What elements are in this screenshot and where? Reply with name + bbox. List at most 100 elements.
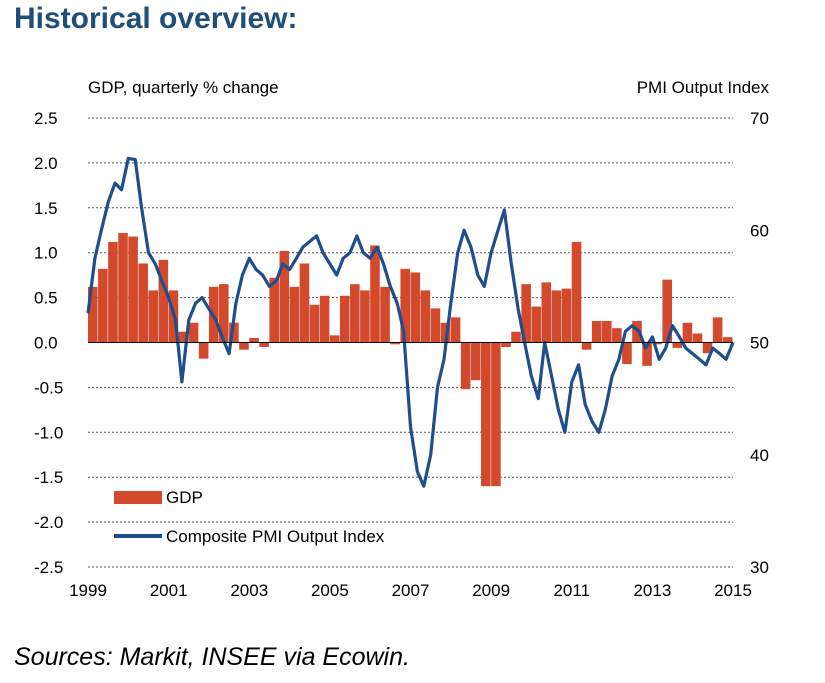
gdp-bar <box>118 232 128 343</box>
pmi-line-group <box>86 156 735 488</box>
right-tick-labels: 70 60 50 40 30 <box>750 109 769 577</box>
gdp-bar <box>521 284 531 343</box>
right-axis-label: PMI Output Index <box>637 78 770 97</box>
left-tick-label: -1.5 <box>34 468 63 487</box>
gdp-bar <box>581 342 592 350</box>
right-tick-label: 50 <box>750 334 769 353</box>
gdp-bar <box>289 286 300 343</box>
gdp-bar <box>339 295 350 343</box>
gdp-bar <box>279 250 290 343</box>
gdp-bar <box>652 342 662 345</box>
gdp-bar <box>420 290 431 343</box>
x-tick-label: 2009 <box>472 581 510 600</box>
gdp-bar <box>319 295 330 343</box>
legend-pmi-label: Composite PMI Output Index <box>166 527 385 546</box>
gdp-bar <box>148 290 159 343</box>
left-tick-label: -2.0 <box>34 513 63 532</box>
gdp-bar <box>642 342 652 366</box>
gdp-bar <box>491 342 501 487</box>
gdp-bar <box>400 268 410 343</box>
gdp-bar <box>662 279 673 343</box>
gdp-bar <box>229 322 239 343</box>
gdp-bar <box>138 263 148 343</box>
gdp-bar <box>682 322 693 343</box>
left-tick-label: -0.5 <box>34 378 63 397</box>
gdp-bar <box>632 320 642 343</box>
legend-gdp-swatch <box>114 491 162 504</box>
left-tick-label: 1.5 <box>34 199 58 218</box>
legend-gdp-label: GDP <box>166 488 203 507</box>
left-tick-label: 0.0 <box>34 334 58 353</box>
x-tick-label: 1999 <box>69 581 107 600</box>
gdp-bar <box>591 320 602 343</box>
gdp-bar <box>470 342 481 381</box>
gdp-bar <box>249 338 259 343</box>
gdp-bar <box>309 304 320 343</box>
gdp-bar <box>501 342 511 347</box>
gdp-bar <box>299 263 310 343</box>
gdp-bar <box>672 342 683 348</box>
x-tick-label: 2013 <box>633 581 671 600</box>
gdp-bar <box>541 282 552 343</box>
x-tick-label: 2003 <box>230 581 268 600</box>
gdp-bar <box>450 317 461 343</box>
gdp-bar <box>390 342 400 345</box>
left-tick-label: 1.0 <box>34 244 58 263</box>
gdp-bar <box>722 337 733 343</box>
x-tick-label: 2007 <box>392 581 430 600</box>
gdp-bar <box>88 286 98 343</box>
x-tick-label: 2015 <box>714 581 752 600</box>
left-tick-label: 2.0 <box>34 154 58 173</box>
gdp-bar <box>481 342 491 487</box>
left-tick-label: -2.5 <box>34 558 63 577</box>
gdp-bar <box>410 272 421 343</box>
gdp-bar <box>259 342 269 347</box>
left-tick-label: 2.5 <box>34 109 58 128</box>
gdp-bar <box>178 331 189 343</box>
left-tick-labels: 2.5 2.0 1.5 1.0 0.5 0.0 -0.5 -1.0 -1.5 -2.0 -2.5 <box>34 109 63 577</box>
x-tick-labels: 1999 2001 2003 2005 2007 2009 2011 2013 2015 <box>69 581 752 600</box>
gdp-bar <box>269 277 279 343</box>
gdp-bar <box>430 308 441 343</box>
gdp-bar <box>712 317 723 343</box>
gdp-bar <box>561 288 572 343</box>
legend: GDP Composite PMI Output Index <box>114 488 385 546</box>
gdp-bar <box>329 335 340 343</box>
gdp-bar <box>239 342 249 350</box>
gdp-bar <box>188 322 199 343</box>
pmi-line <box>86 156 735 488</box>
gdp-bar <box>531 306 542 343</box>
gdp-bar <box>219 284 229 343</box>
x-tick-label: 2005 <box>311 581 349 600</box>
gdp-bars <box>88 232 733 487</box>
source-note: Sources: Markit, INSEE via Ecowin. <box>14 643 410 671</box>
left-tick-label: -1.0 <box>34 423 63 442</box>
gdp-bar <box>622 342 632 365</box>
gdp-bar <box>128 236 138 343</box>
gdp-bar <box>158 259 169 343</box>
gdp-bar <box>460 342 471 390</box>
x-tick-label: 2001 <box>150 581 188 600</box>
left-tick-label: 0.5 <box>34 289 58 308</box>
gdp-bar <box>360 290 370 343</box>
gdp-bar <box>98 268 108 343</box>
left-axis-label: GDP, quarterly % change <box>88 78 279 97</box>
page-title: Historical overview: <box>14 2 298 35</box>
gdp-bar <box>551 290 562 343</box>
gdp-bar <box>612 328 622 343</box>
gdp-bar <box>601 320 612 343</box>
gdp-bar <box>350 284 360 343</box>
right-tick-label: 40 <box>750 446 769 465</box>
right-tick-label: 60 <box>750 221 769 240</box>
gdp-bar <box>511 331 521 343</box>
gdp-bar <box>380 286 390 343</box>
right-tick-label: 30 <box>750 558 769 577</box>
gdp-bar <box>692 333 703 343</box>
gdp-bar <box>108 241 118 343</box>
gdp-bar <box>571 241 582 343</box>
gdp-bar <box>370 245 380 343</box>
grid-lines <box>88 117 733 568</box>
gdp-bar <box>702 342 713 354</box>
x-tick-label: 2011 <box>553 581 590 600</box>
